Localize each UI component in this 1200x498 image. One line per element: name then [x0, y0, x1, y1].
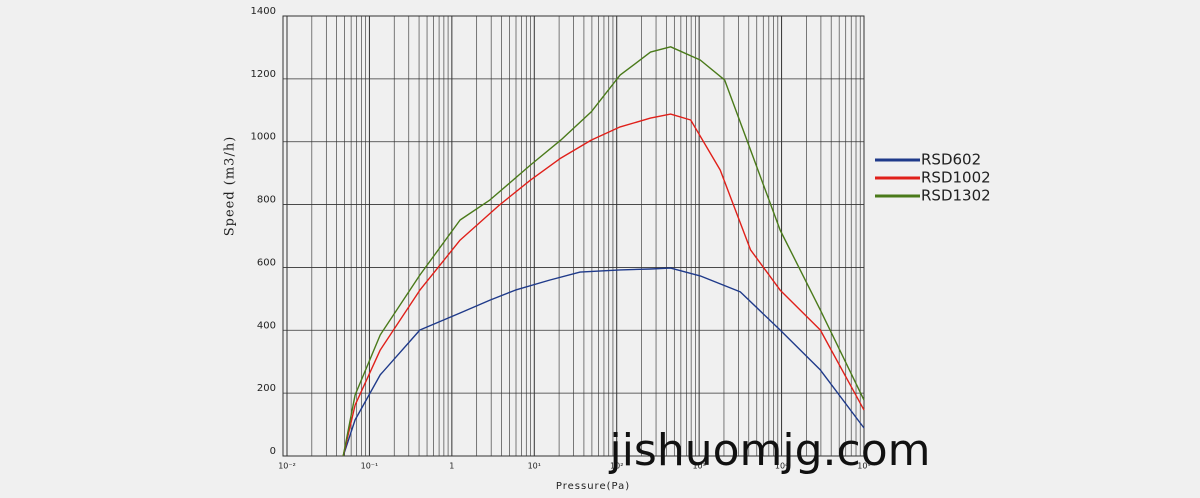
y-tick-label: 600: [257, 257, 276, 268]
x-tick-label: 10²: [610, 462, 623, 471]
x-axis-label: Pressure(Pa): [556, 481, 630, 492]
series-line: [342, 113, 865, 457]
watermark: jishuomjg.com: [608, 425, 930, 476]
x-tick-label: 10¹: [528, 462, 541, 471]
y-tick-label: 800: [257, 195, 276, 206]
x-tick-label: 10⁻¹: [361, 462, 379, 471]
x-tick-label: 10³: [692, 462, 705, 471]
y-axis-label: Speed (m3/h): [223, 136, 238, 237]
legend-label: RSD602: [921, 151, 981, 169]
y-tick-label: 1000: [251, 132, 276, 143]
x-tick-label: 10⁻²: [278, 462, 296, 471]
legend-label: RSD1002: [921, 169, 991, 187]
y-tick-label: 1400: [251, 6, 276, 17]
legend-label: RSD1302: [921, 187, 991, 205]
series-line: [342, 267, 865, 457]
y-tick-label: 200: [257, 383, 276, 394]
x-tick-label: 10⁴: [775, 462, 788, 471]
x-tick-label: 10⁵: [857, 462, 870, 471]
y-tick-label: 400: [257, 320, 276, 331]
y-tick-label: 0: [270, 446, 276, 457]
y-tick-label: 1200: [251, 69, 276, 80]
x-tick-label: 1: [449, 462, 454, 471]
series-line: [342, 46, 865, 457]
